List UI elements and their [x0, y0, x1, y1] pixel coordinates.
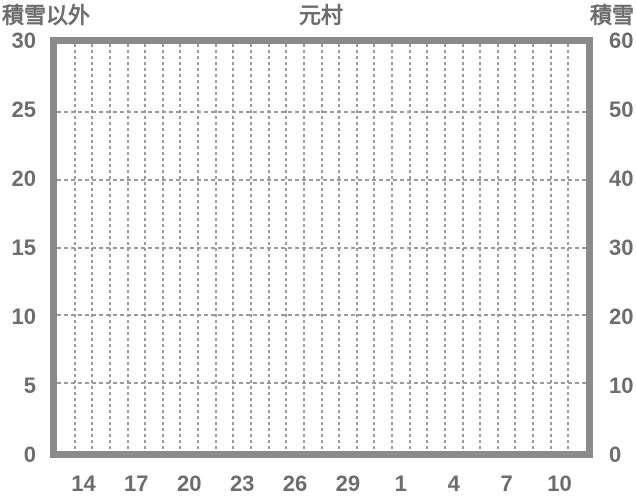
y-axis-left-tick-label: 10 [11, 303, 36, 329]
x-axis-tick-label: 14 [71, 471, 96, 496]
x-axis-tick-label: 1 [394, 471, 407, 496]
chart-title: 元村 [298, 3, 344, 28]
y-axis-right-tick-label: 30 [609, 234, 634, 260]
y-axis-right-tick-label: 20 [609, 303, 634, 329]
x-axis-tick-label: 17 [124, 471, 149, 496]
x-axis-tick-label: 10 [547, 471, 572, 496]
x-axis-tick-label: 29 [335, 471, 361, 496]
y-axis-left-tick-label: 0 [23, 441, 36, 467]
y-axis-left-tick-label: 30 [11, 27, 36, 53]
horizontal-gridline [57, 246, 586, 249]
y-axis-right-tick-label: 10 [609, 372, 634, 398]
horizontal-gridline [57, 314, 586, 317]
y-axis-right-tick-label: 0 [609, 441, 622, 467]
x-axis-tick-label: 26 [282, 471, 308, 496]
x-axis-tick-label: 20 [177, 471, 202, 496]
y-axis-left-tick-label: 25 [11, 96, 36, 122]
x-axis-tick-label: 7 [500, 471, 513, 496]
horizontal-gridline [57, 382, 586, 385]
y-axis-right-tick-label: 40 [609, 165, 634, 191]
x-axis-tick-label: 4 [447, 471, 460, 496]
horizontal-gridline [57, 178, 586, 181]
y-axis-left-tick-label: 5 [23, 372, 36, 398]
left-axis-title: 積雪以外 [2, 3, 91, 28]
horizontal-gridline [57, 110, 586, 113]
y-axis-left-tick-label: 15 [11, 234, 36, 260]
y-axis-right-tick-label: 60 [609, 27, 634, 53]
y-axis-left-tick-label: 20 [11, 165, 36, 191]
right-axis-title: 積雪 [589, 3, 634, 28]
plot-area [50, 37, 593, 458]
y-axis-right-tick-label: 50 [609, 96, 634, 122]
x-axis-tick-label: 23 [229, 471, 255, 496]
